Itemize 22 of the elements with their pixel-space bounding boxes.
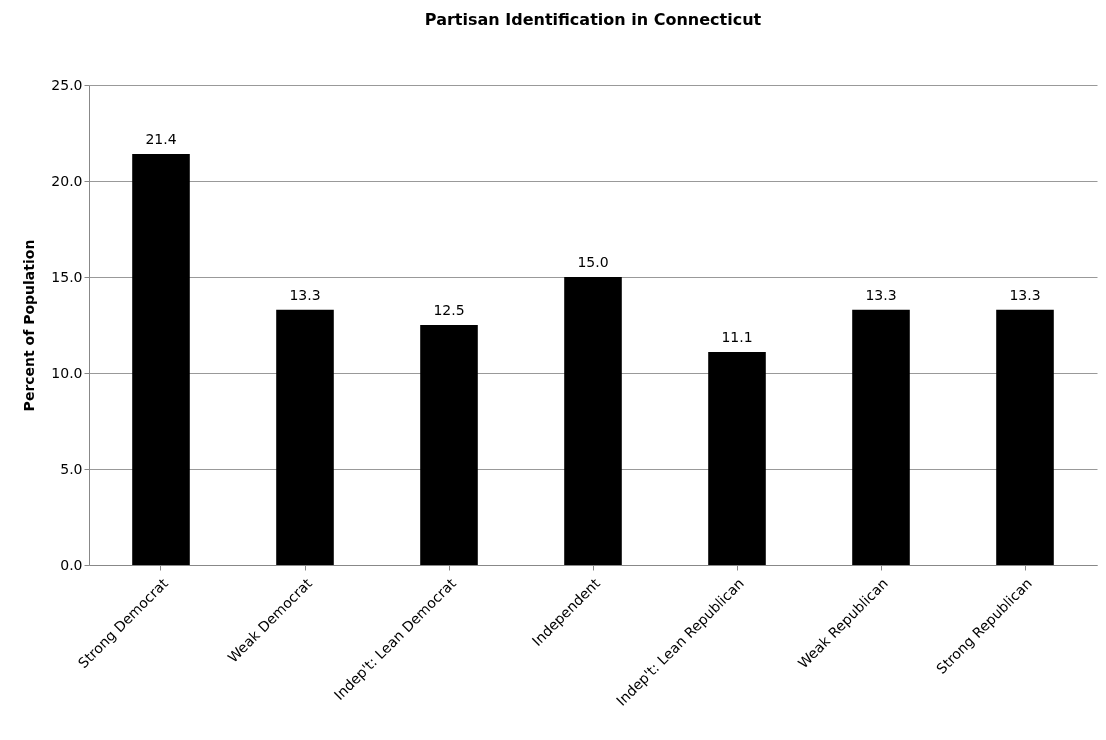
bar <box>708 351 766 565</box>
bar <box>996 309 1054 565</box>
y-tick-label: 5.0 <box>60 460 83 477</box>
bar <box>564 277 622 565</box>
bar <box>276 309 334 565</box>
y-tick-label: 10.0 <box>51 364 83 381</box>
data-label: 12.5 <box>433 302 465 318</box>
data-label: 13.3 <box>1009 286 1041 303</box>
data-label: 21.4 <box>145 131 177 148</box>
chart-title: Partisan Identification in Connecticut <box>424 10 762 29</box>
y-axis-title: Percent of Population <box>21 239 38 412</box>
data-label: 15.0 <box>577 254 609 270</box>
bar <box>132 154 190 565</box>
y-tick-label: 0.0 <box>60 556 83 573</box>
data-label: 13.3 <box>865 286 897 303</box>
y-tick-label: 20.0 <box>51 172 83 189</box>
data-label: 11.1 <box>721 328 753 345</box>
y-tick-label: 25.0 <box>51 76 83 93</box>
y-tick-label: 15.0 <box>51 268 83 285</box>
bar <box>420 325 478 565</box>
bar <box>852 309 910 565</box>
data-label: 13.3 <box>289 286 321 303</box>
